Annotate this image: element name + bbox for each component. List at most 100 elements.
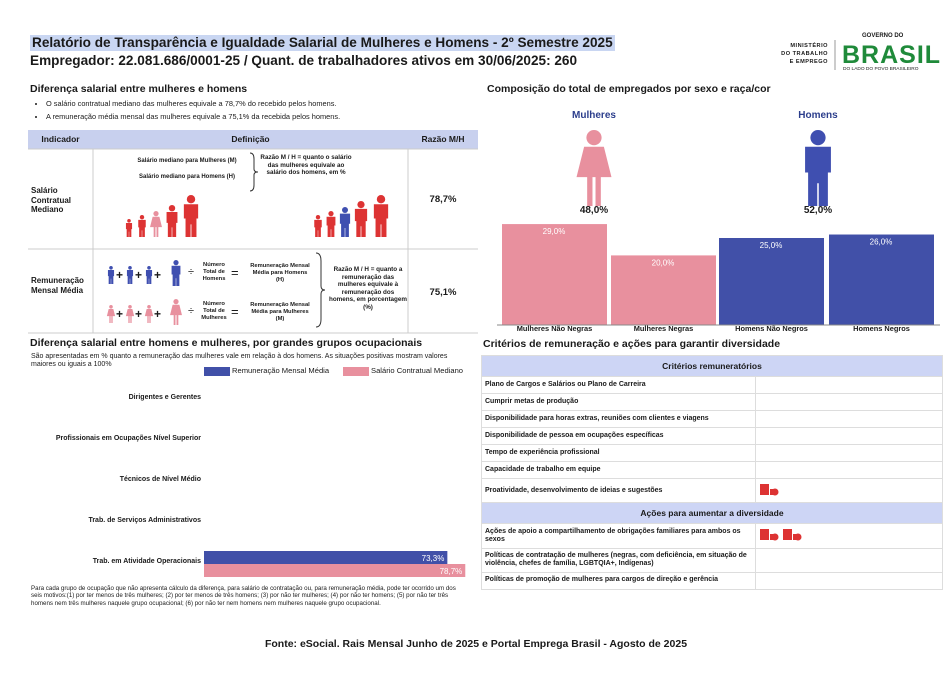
criteria-table: Critérios remuneratórios Plano de Cargos … — [481, 355, 943, 590]
criteria-text: Disponibilidade para horas extras, reuni… — [481, 410, 756, 428]
person-head — [173, 260, 179, 266]
subtitle: São apresentadas em % quanto a remuneraç… — [31, 353, 448, 369]
person-body — [354, 208, 368, 237]
criteria-row: Capacidade de trabalho em equipe — [481, 461, 943, 479]
operator: = — [231, 265, 239, 280]
criteria-row: Políticas de contratação de mulheres (ne… — [481, 547, 943, 573]
term: Salário mediano para Mulheres (M) — [137, 158, 237, 164]
operator: ÷ — [188, 266, 195, 278]
criteria-row: Proatividade, desenvolvimento de ideias … — [481, 477, 943, 504]
value-label: 25,0% — [760, 241, 783, 250]
ministry-line: E EMPREGO — [789, 59, 828, 65]
section-title: Critérios de remuneração e ações para ga… — [483, 338, 781, 350]
person-head — [810, 130, 826, 146]
person-head — [147, 305, 151, 309]
bar — [719, 238, 824, 325]
person-body — [145, 269, 153, 284]
table-header: Indicador — [41, 134, 80, 144]
legend-label: Salário Contratual Mediano — [371, 366, 464, 375]
report-title: Relatório de Transparência e Igualdade S… — [30, 35, 615, 52]
criteria-text: Capacidade de trabalho em equipe — [481, 461, 756, 479]
operator: + — [135, 307, 143, 321]
term: Número Total de Homens — [202, 262, 226, 282]
person-head — [186, 195, 196, 204]
criteria-row: Ações de apoio a compartilhamento de obr… — [481, 523, 943, 549]
footnote: Para cada grupo de ocupação que não apre… — [31, 585, 456, 607]
person-head — [109, 305, 113, 309]
icon-shape — [760, 484, 774, 495]
group-name: Mulheres — [572, 110, 616, 121]
person-head — [147, 266, 151, 270]
person-body — [107, 269, 115, 284]
indicator: Remuneração Mensal Média — [31, 276, 84, 295]
person-head — [128, 305, 132, 309]
tagline: DO LADO DO POVO BRASILEIRO — [843, 67, 919, 72]
section-title: Composição do total de empregados por se… — [487, 83, 771, 95]
operator: + — [116, 268, 124, 282]
criteria-icons — [755, 523, 943, 549]
person-head — [128, 266, 132, 270]
person-body — [125, 222, 133, 237]
criteria-row: Disponibilidade para horas extras, reuni… — [481, 410, 943, 428]
category-label: Mulheres Negras — [633, 324, 694, 333]
person-head — [109, 266, 113, 270]
section-row: Ações para aumentar a diversidade — [481, 502, 943, 525]
bullet-list: O salário contratual mediano das mulhere… — [32, 99, 340, 126]
criteria-text: Ações de apoio a compartilhamento de obr… — [481, 523, 756, 549]
person-head — [173, 299, 179, 305]
table-header: Definição — [231, 134, 270, 144]
bar — [611, 255, 716, 325]
bar — [829, 234, 934, 325]
ratio: 75,1% — [429, 287, 457, 298]
criteria-icons — [755, 547, 943, 573]
ministry-line: DO TRABALHO — [781, 51, 828, 57]
report-subtitle: Empregador: 22.081.686/0001-25 / Quant. … — [30, 53, 578, 68]
operator: + — [154, 268, 162, 282]
icon-shape — [794, 533, 802, 541]
group-share: 52,0% — [803, 205, 833, 216]
person-body — [125, 308, 135, 323]
category-label: Homens Não Negros — [735, 324, 808, 333]
icon-shape — [760, 529, 774, 541]
icon-shape — [771, 533, 779, 541]
value-label: 73,3% — [422, 554, 445, 563]
person-head — [342, 207, 348, 213]
person-head — [357, 201, 365, 209]
person-head — [328, 211, 334, 217]
category-label: Mulheres Não Negras — [516, 324, 593, 333]
icon — [760, 484, 779, 496]
criteria-text: Disponibilidade de pessoa em ocupações e… — [481, 427, 756, 445]
person-body — [150, 216, 162, 237]
group-share: 48,0% — [579, 205, 609, 216]
criteria-row: Plano de Cargos e Salários ou Plano de C… — [481, 376, 943, 394]
group-name: Homens — [798, 110, 838, 121]
indicator: Salário Contratual Mediano — [31, 186, 71, 215]
bullet: A remuneração média mensal das mulheres … — [46, 112, 340, 122]
section-title: Diferença salarial entre homens e mulher… — [30, 337, 423, 349]
person-head — [153, 211, 159, 217]
criteria-icons — [755, 376, 943, 394]
value-label: 26,0% — [870, 238, 893, 247]
criteria-icons — [755, 427, 943, 445]
ministry-line: MINISTÉRIO — [790, 43, 828, 49]
person-body — [576, 146, 612, 206]
icon-shape — [771, 488, 779, 496]
category-label: Dirigentes e Gerentes — [128, 394, 201, 401]
table-header: Razão M/H — [421, 134, 465, 144]
brand: BRASIL — [842, 41, 942, 69]
criteria-text: Políticas de promoção de mulheres para c… — [481, 571, 756, 590]
person-body — [326, 216, 336, 237]
term: Remuneração Mensal Média para Homens (H) — [250, 263, 310, 283]
person-head — [127, 219, 131, 223]
note: Razão M / H = quanto a remuneração das m… — [328, 266, 408, 311]
person-head — [168, 205, 176, 212]
value-label: 78,7% — [440, 567, 463, 576]
section-row: Critérios remuneratórios — [481, 355, 943, 377]
person-body — [171, 265, 181, 286]
operator: + — [135, 268, 143, 282]
category-label: Profissionais em Ocupações Nível Superio… — [55, 435, 201, 443]
section-title: Ações para aumentar a diversidade — [481, 502, 943, 525]
icon-shape — [783, 529, 797, 541]
person-head — [586, 130, 602, 146]
